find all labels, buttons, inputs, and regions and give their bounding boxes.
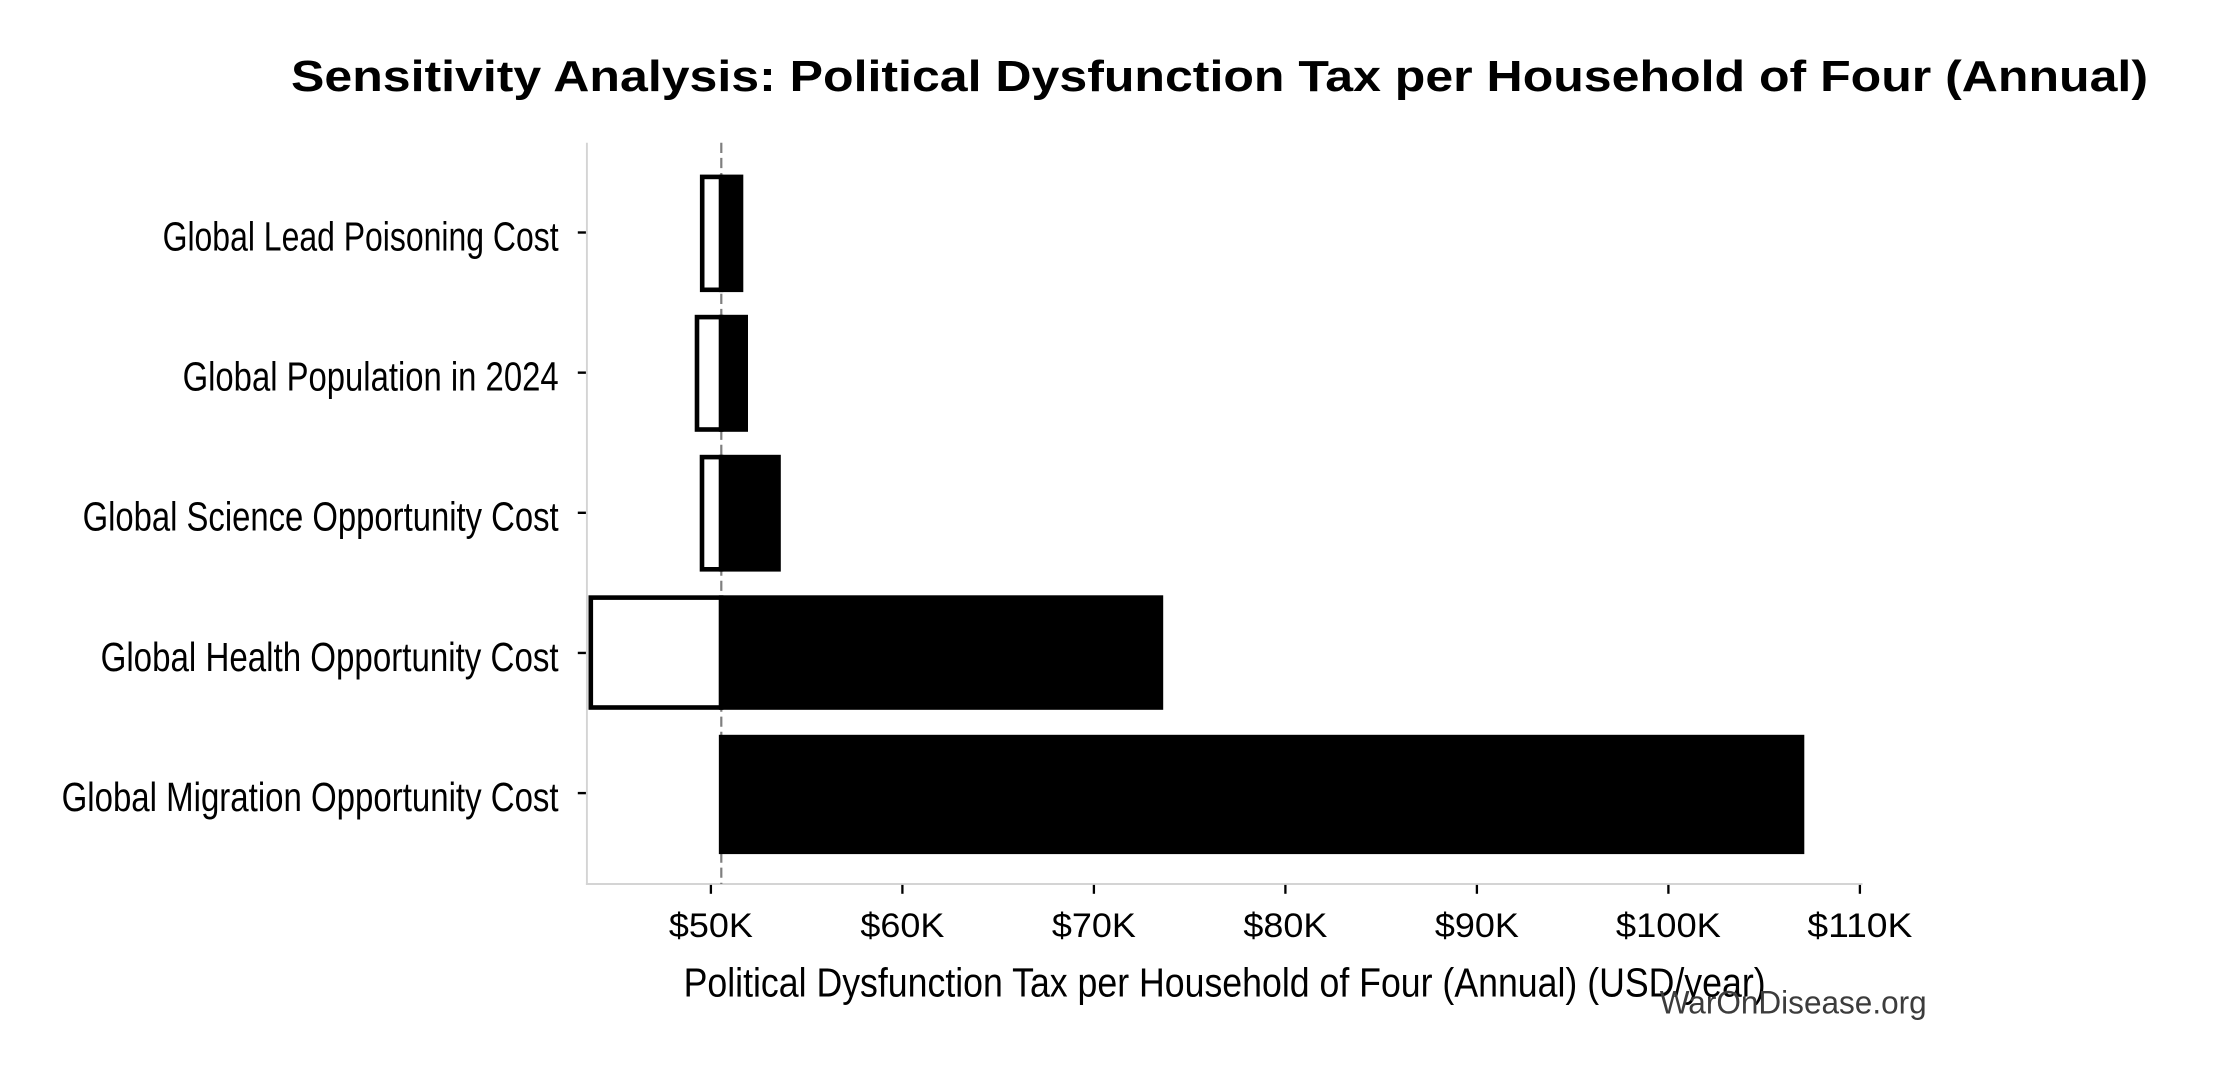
svg-text:Global Lead Poisoning Cost: Global Lead Poisoning Cost [163, 213, 559, 259]
svg-text:Political Dysfunction Tax per: Political Dysfunction Tax per Household … [684, 960, 1766, 1006]
svg-text:$100K: $100K [1616, 907, 1721, 945]
svg-text:$70K: $70K [1052, 907, 1136, 945]
svg-text:Global Migration Opportunity C: Global Migration Opportunity Cost [62, 774, 559, 820]
svg-text:$80K: $80K [1243, 907, 1327, 945]
svg-text:$110K: $110K [1807, 907, 1912, 945]
svg-text:Global Health Opportunity Cost: Global Health Opportunity Cost [101, 634, 559, 680]
svg-text:$50K: $50K [669, 907, 753, 945]
svg-text:Global Population in 2024: Global Population in 2024 [183, 354, 559, 400]
svg-text:Global Science Opportunity Cos: Global Science Opportunity Cost [83, 494, 559, 540]
svg-text:$90K: $90K [1435, 907, 1519, 945]
svg-text:$60K: $60K [860, 907, 944, 945]
svg-text:Sensitivity Analysis: Politica: Sensitivity Analysis: Political Dysfunct… [291, 52, 2148, 101]
svg-text:WarOnDisease.org: WarOnDisease.org [1660, 984, 1927, 1020]
